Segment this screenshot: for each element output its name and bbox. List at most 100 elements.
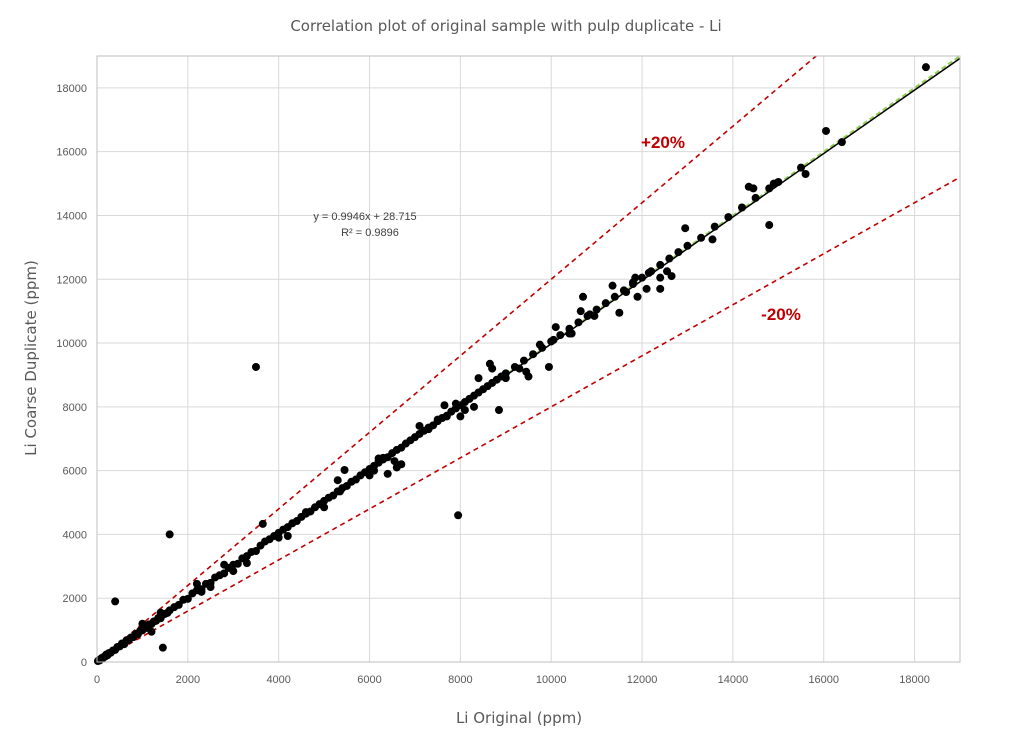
data-point — [751, 193, 760, 202]
data-point — [622, 288, 631, 297]
data-point — [708, 235, 717, 244]
y-tick-label: 0 — [81, 657, 87, 669]
plot-area-border — [96, 55, 961, 663]
y-tick-label: 18000 — [56, 83, 87, 95]
data-point — [251, 547, 260, 556]
x-tick-label: 12000 — [627, 674, 658, 686]
data-point — [424, 425, 433, 434]
y-tick-label: 10000 — [56, 338, 87, 350]
data-point — [488, 364, 497, 373]
data-point — [656, 273, 665, 282]
lower-band-label: -20% — [761, 305, 801, 324]
data-point — [374, 454, 383, 463]
trendline-equation: y = 0.9946x + 28.715 — [313, 211, 416, 223]
upper-band-label: +20% — [641, 133, 685, 152]
data-point — [797, 163, 806, 172]
data-point — [156, 608, 165, 617]
x-tick-label: 10000 — [536, 674, 567, 686]
x-axis-label: Li Original (ppm) — [456, 709, 582, 727]
data-point — [165, 530, 174, 539]
data-point — [529, 350, 538, 359]
data-point — [433, 415, 442, 424]
data-point — [667, 272, 676, 281]
data-point — [192, 579, 201, 588]
data-point — [147, 627, 156, 636]
data-point — [631, 273, 640, 282]
data-point — [638, 273, 647, 282]
data-point — [837, 138, 846, 147]
data-point — [320, 503, 329, 512]
data-point — [642, 284, 651, 293]
plus-20-line — [96, 55, 817, 663]
y-tick-label: 6000 — [63, 466, 87, 478]
data-point — [206, 583, 215, 592]
data-point — [333, 476, 342, 485]
x-tick-label: 6000 — [357, 674, 381, 686]
data-point — [610, 292, 619, 301]
x-tick-label: 0 — [94, 674, 100, 686]
data-point — [697, 233, 706, 242]
data-point — [681, 224, 690, 233]
data-point — [544, 362, 553, 371]
x-tick-label: 4000 — [266, 674, 290, 686]
x-tick-label: 16000 — [808, 674, 839, 686]
data-point — [590, 311, 599, 320]
data-point — [674, 248, 683, 257]
data-point — [608, 281, 617, 290]
data-points — [93, 63, 930, 666]
data-point — [515, 364, 524, 373]
data-point — [644, 268, 653, 277]
data-point — [615, 308, 624, 317]
data-point — [665, 254, 674, 263]
data-point — [765, 221, 774, 230]
data-point — [440, 401, 449, 410]
chart-title: Correlation plot of original sample with… — [290, 17, 721, 35]
data-point — [415, 421, 424, 430]
y-tick-label: 2000 — [63, 593, 87, 605]
data-point — [749, 184, 758, 193]
data-point — [274, 533, 283, 542]
x-tick-label: 8000 — [448, 674, 472, 686]
data-point — [494, 406, 503, 415]
data-point — [683, 241, 692, 250]
data-point — [183, 594, 192, 603]
x-tick-label: 14000 — [718, 674, 749, 686]
data-point — [301, 508, 310, 517]
data-point — [442, 412, 451, 421]
y-tick-label: 4000 — [63, 529, 87, 541]
data-point — [656, 260, 665, 269]
minus-20-line — [96, 176, 961, 663]
data-point — [549, 335, 558, 344]
data-point — [283, 532, 292, 541]
data-point — [370, 466, 379, 475]
y-tick-labels: 0 2000 4000 6000 8000 10000 12000 14000 16000 180… — [56, 83, 87, 669]
data-point — [474, 374, 483, 383]
data-point — [251, 362, 260, 371]
data-point — [921, 63, 930, 72]
x-tick-label: 2000 — [176, 674, 200, 686]
y-tick-label: 8000 — [63, 402, 87, 414]
data-point — [567, 329, 576, 338]
data-point — [579, 292, 588, 301]
x-tick-labels: 0 2000 4000 6000 8000 10000 12000 14000 16000 180… — [94, 674, 930, 686]
data-point — [724, 213, 733, 222]
data-point — [601, 299, 610, 308]
data-point — [229, 567, 238, 576]
data-point — [822, 126, 831, 135]
data-point — [451, 399, 460, 408]
data-point — [383, 469, 392, 478]
data-point — [336, 487, 345, 496]
data-point — [111, 597, 120, 606]
data-point — [220, 569, 229, 578]
data-point — [456, 412, 465, 421]
data-point — [519, 356, 528, 365]
data-point — [633, 292, 642, 301]
data-point — [197, 587, 206, 596]
data-point — [233, 559, 242, 568]
reference-lines — [96, 55, 961, 663]
data-point — [469, 402, 478, 411]
data-point — [220, 560, 229, 569]
y-tick-label: 16000 — [56, 147, 87, 159]
